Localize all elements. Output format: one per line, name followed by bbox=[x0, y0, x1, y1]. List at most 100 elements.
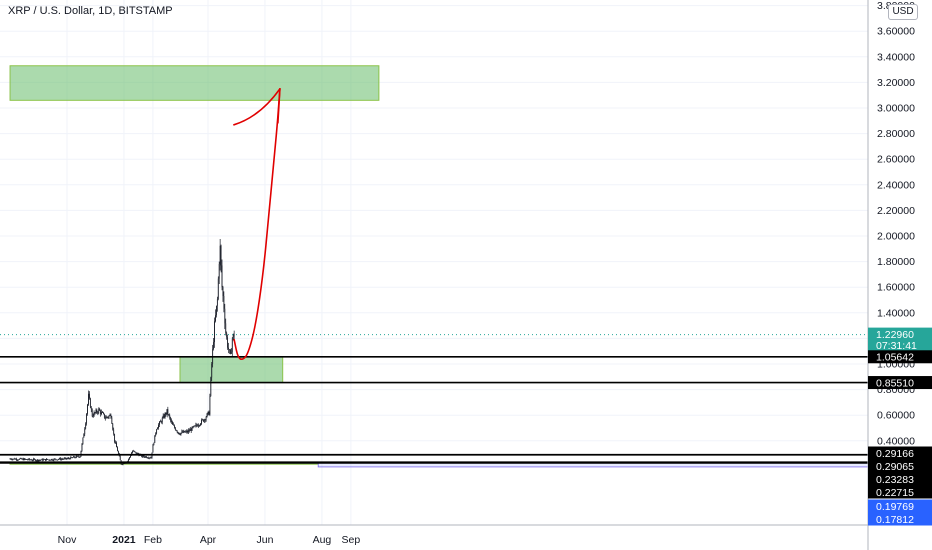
candle-body bbox=[180, 432, 182, 435]
candle-body bbox=[155, 433, 157, 436]
candle-body bbox=[171, 420, 172, 423]
candle-body bbox=[179, 434, 181, 436]
y-tick-label: 2.40000 bbox=[877, 179, 915, 191]
candle-body bbox=[117, 447, 118, 452]
candle-body bbox=[81, 443, 83, 451]
candle-body bbox=[136, 453, 138, 454]
projection-curve bbox=[233, 88, 281, 361]
horizontal-line-label: 0.85510 bbox=[876, 377, 914, 389]
candle-body bbox=[193, 425, 195, 427]
horizontal-line-label-bg bbox=[868, 472, 932, 486]
candle-body bbox=[29, 458, 31, 460]
candle-body bbox=[105, 416, 107, 419]
candle-body bbox=[83, 434, 85, 438]
candle-body bbox=[27, 459, 29, 461]
candle-body bbox=[214, 321, 215, 343]
chart-title: XRP / U.S. Dollar, 1D, BITSTAMP bbox=[8, 5, 173, 17]
candle-body bbox=[226, 332, 228, 338]
horizontal-lines bbox=[0, 334, 868, 464]
candle-body bbox=[208, 411, 210, 415]
candle-body bbox=[39, 460, 41, 461]
candle-body bbox=[43, 459, 45, 461]
candle-body bbox=[78, 456, 80, 458]
candle-body bbox=[152, 444, 154, 453]
candle-body bbox=[157, 428, 158, 430]
candle-body bbox=[25, 459, 27, 460]
candle-body bbox=[205, 417, 207, 420]
candle-body bbox=[116, 442, 117, 448]
candle-body bbox=[159, 421, 161, 423]
candle-body bbox=[82, 437, 84, 444]
horizontal-line-label: 0.29065 bbox=[876, 461, 914, 473]
candle-body bbox=[218, 264, 220, 279]
candle-body bbox=[131, 451, 133, 454]
candle-body bbox=[191, 426, 193, 431]
candle-body bbox=[183, 430, 185, 433]
horizontal-line-label-bg bbox=[868, 459, 932, 473]
candle-body bbox=[67, 458, 69, 459]
candle-body bbox=[156, 429, 158, 434]
grid bbox=[0, 0, 868, 525]
candle-body bbox=[70, 456, 72, 460]
candle-body bbox=[211, 363, 213, 378]
candle-body bbox=[221, 265, 223, 288]
candle-body bbox=[173, 424, 174, 426]
projection-arrow bbox=[233, 88, 281, 361]
candle-body bbox=[87, 404, 88, 414]
candle-body bbox=[45, 459, 46, 461]
candle-body bbox=[59, 458, 60, 460]
candle-body bbox=[54, 458, 56, 460]
last-price-label: 1.22960 bbox=[876, 329, 914, 341]
candle-body bbox=[50, 459, 52, 461]
candle-body bbox=[115, 441, 116, 443]
candle-body bbox=[206, 413, 208, 418]
candle-body bbox=[194, 425, 196, 427]
candle-body bbox=[222, 287, 224, 297]
candle-body bbox=[182, 431, 184, 433]
candle-body bbox=[162, 415, 164, 419]
candle-body bbox=[14, 458, 16, 460]
candle-body bbox=[103, 413, 105, 418]
currency-button[interactable]: USD bbox=[888, 4, 918, 20]
candle-body bbox=[112, 423, 114, 430]
candle-body bbox=[110, 414, 112, 418]
candle-body bbox=[113, 429, 115, 434]
candle-body bbox=[76, 456, 78, 457]
y-tick-label: 2.80000 bbox=[877, 128, 915, 140]
candle-body bbox=[99, 408, 101, 411]
horizontal-line-label: 0.17812 bbox=[876, 514, 914, 526]
arrowhead-left bbox=[233, 88, 281, 126]
y-tick-label: 3.00000 bbox=[877, 103, 915, 115]
candle-body bbox=[41, 459, 43, 460]
candle-body bbox=[79, 456, 81, 458]
time-axis[interactable]: Nov 2021 Feb Apr Jun Aug Sep bbox=[0, 524, 868, 546]
candle-body bbox=[228, 347, 229, 350]
y-tick-label: 1.80000 bbox=[877, 256, 915, 268]
candle-body bbox=[177, 432, 179, 433]
candle-body bbox=[60, 458, 62, 460]
candle-body bbox=[158, 424, 159, 429]
candle-body bbox=[111, 417, 113, 424]
candle-body bbox=[219, 245, 221, 265]
candle-body bbox=[38, 460, 40, 461]
horizontal-line-label: 0.19769 bbox=[876, 501, 914, 513]
y-tick-label: 0.40000 bbox=[877, 435, 915, 447]
candle-body bbox=[13, 458, 15, 460]
candle-body bbox=[185, 431, 186, 433]
candle-body bbox=[160, 421, 162, 423]
candle-body bbox=[57, 459, 59, 461]
candle-body bbox=[31, 459, 32, 461]
candle-body bbox=[130, 455, 131, 458]
candle-body bbox=[66, 458, 68, 460]
candle-body bbox=[170, 417, 172, 421]
candle-body bbox=[80, 450, 82, 457]
candle-body bbox=[19, 458, 21, 460]
candle-body bbox=[201, 419, 202, 424]
horizontal-line-label-bg bbox=[868, 350, 932, 364]
horizontal-line-label: 1.05642 bbox=[876, 352, 914, 364]
zones bbox=[9, 65, 869, 468]
horizontal-line-label-bg bbox=[868, 485, 932, 499]
candle-body bbox=[15, 458, 17, 460]
candle-body bbox=[109, 414, 111, 416]
candle-body bbox=[63, 458, 65, 460]
